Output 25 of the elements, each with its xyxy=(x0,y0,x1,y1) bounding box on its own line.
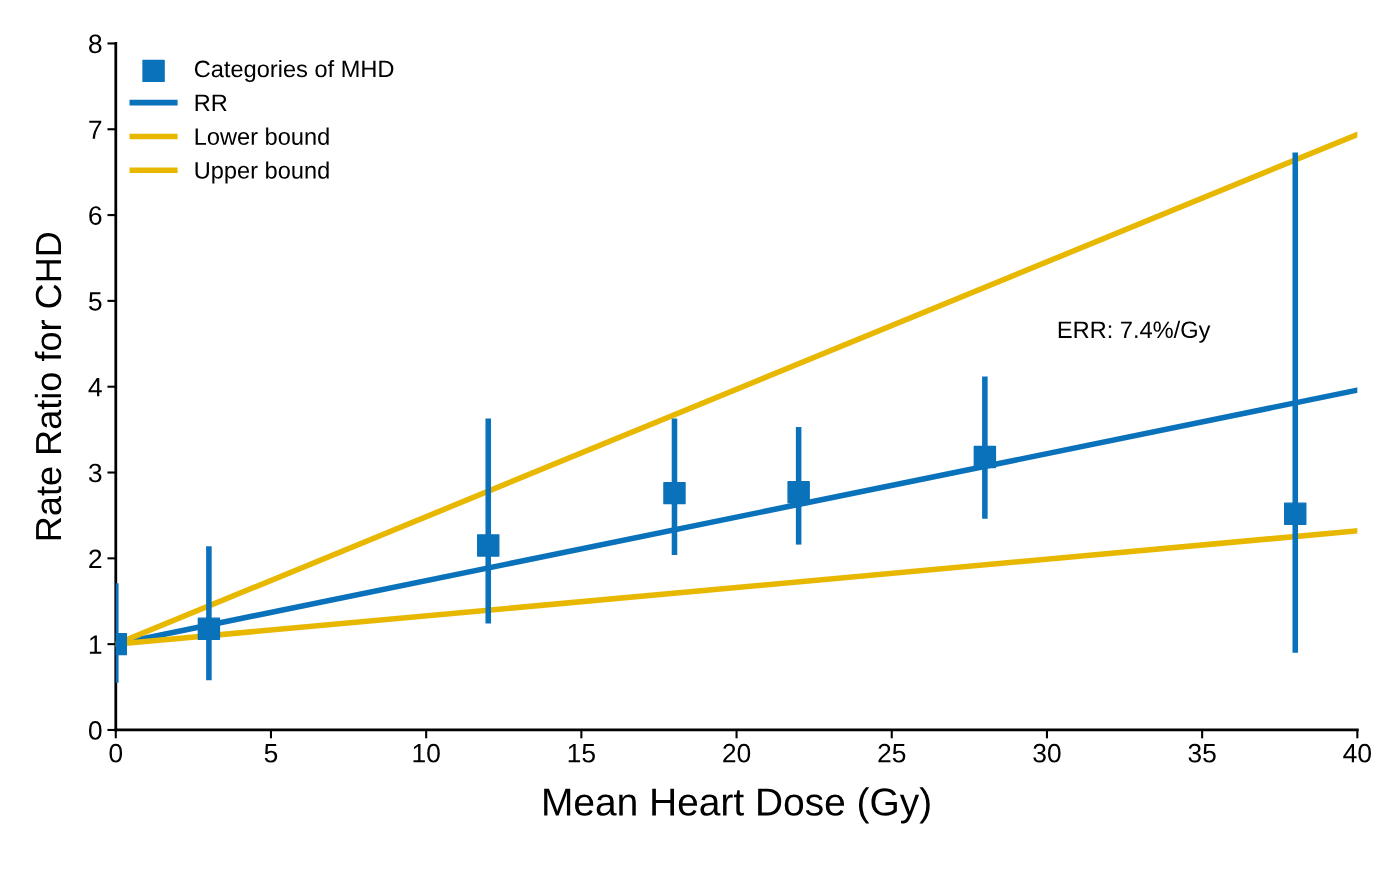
x-tick-label: 5 xyxy=(264,744,278,763)
y-tick-label: 2 xyxy=(89,549,102,568)
y-tick-label: 7 xyxy=(89,120,102,139)
x-tick-label: 20 xyxy=(723,743,751,763)
x-tick-label: 25 xyxy=(878,743,906,763)
legend-label: Categories of MHD xyxy=(194,59,394,82)
legend-label: Upper bound xyxy=(195,161,329,184)
y-tick-label: 3 xyxy=(88,463,102,483)
x-tick-label: 40 xyxy=(1343,743,1371,763)
legend-label: RR xyxy=(195,94,227,111)
x-tick-label: 0 xyxy=(109,743,123,763)
annotation: ERR: 7.4%/Gy xyxy=(1058,320,1211,343)
x-tick-label: 35 xyxy=(1188,743,1216,763)
y-tick-label: 4 xyxy=(88,378,102,397)
y-tick-label: 0 xyxy=(88,721,102,740)
y-tick-label: 5 xyxy=(88,292,102,311)
y-tick-label: 8 xyxy=(89,34,102,54)
y-tick-label: 6 xyxy=(89,206,102,225)
legend-label: Lower bound xyxy=(195,127,329,145)
y-tick-label: 1 xyxy=(89,635,102,654)
y-axis-title: Rate Ratio for CHD xyxy=(34,232,62,540)
x-tick-label: 15 xyxy=(568,744,595,763)
x-tick-label: 30 xyxy=(1033,743,1061,763)
x-axis-title: Mean Heart Dose (Gy) xyxy=(544,787,930,824)
x-tick-label: 10 xyxy=(413,743,440,763)
